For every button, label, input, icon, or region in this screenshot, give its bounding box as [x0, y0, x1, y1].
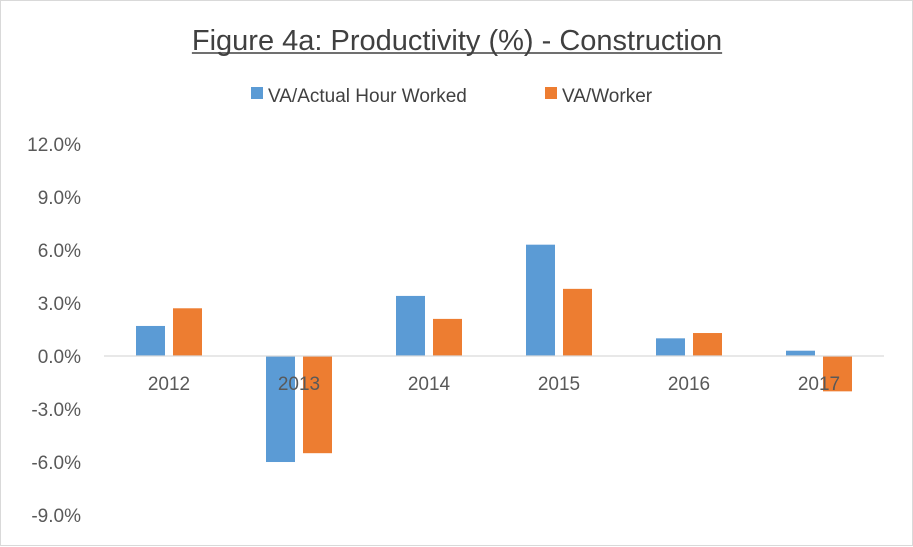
x-tick-label: 2012 — [148, 374, 190, 395]
y-tick-label: -9.0% — [31, 506, 81, 527]
x-tick-label: 2013 — [278, 374, 320, 395]
chart-title: Figure 4a: Productivity (%) - Constructi… — [192, 25, 722, 57]
legend-label-hour: VA/Actual Hour Worked — [268, 86, 467, 107]
bar-worker-2017 — [823, 356, 852, 392]
y-tick-label: 9.0% — [38, 188, 81, 209]
y-tick-label: 3.0% — [38, 294, 81, 315]
y-tick-label: 12.0% — [27, 135, 81, 156]
bar-worker-2014 — [433, 318, 462, 356]
bar-hour-2016 — [656, 338, 685, 356]
bar-hour-2015 — [526, 244, 555, 356]
bars — [136, 244, 852, 463]
y-tick-label: 6.0% — [38, 241, 81, 262]
bar-worker-2015 — [563, 288, 592, 356]
y-tick-label: 0.0% — [38, 347, 81, 368]
legend-label-worker: VA/Worker — [562, 86, 653, 107]
legend: VA/Actual Hour Worked VA/Worker — [251, 86, 653, 107]
legend-swatch-hour — [251, 87, 263, 99]
bar-hour-2017 — [786, 350, 815, 356]
bar-hour-2012 — [136, 325, 165, 356]
y-axis: 12.0% 9.0% 6.0% 3.0% 0.0% -3.0% -6.0% -9.0% — [27, 135, 81, 527]
bar-worker-2016 — [693, 333, 722, 356]
bar-hour-2014 — [396, 295, 425, 356]
bar-worker-2013 — [303, 356, 332, 454]
y-tick-label: -3.0% — [31, 400, 81, 421]
x-axis: 2012 2013 2014 2015 2016 2017 — [148, 374, 840, 395]
bar-worker-2012 — [173, 308, 202, 356]
x-tick-label: 2015 — [538, 374, 580, 395]
x-tick-label: 2017 — [798, 374, 840, 395]
x-tick-label: 2014 — [408, 374, 451, 395]
x-tick-label: 2016 — [668, 374, 710, 395]
bar-hour-2013 — [266, 356, 295, 463]
legend-swatch-worker — [545, 87, 557, 99]
y-tick-label: -6.0% — [31, 453, 81, 474]
